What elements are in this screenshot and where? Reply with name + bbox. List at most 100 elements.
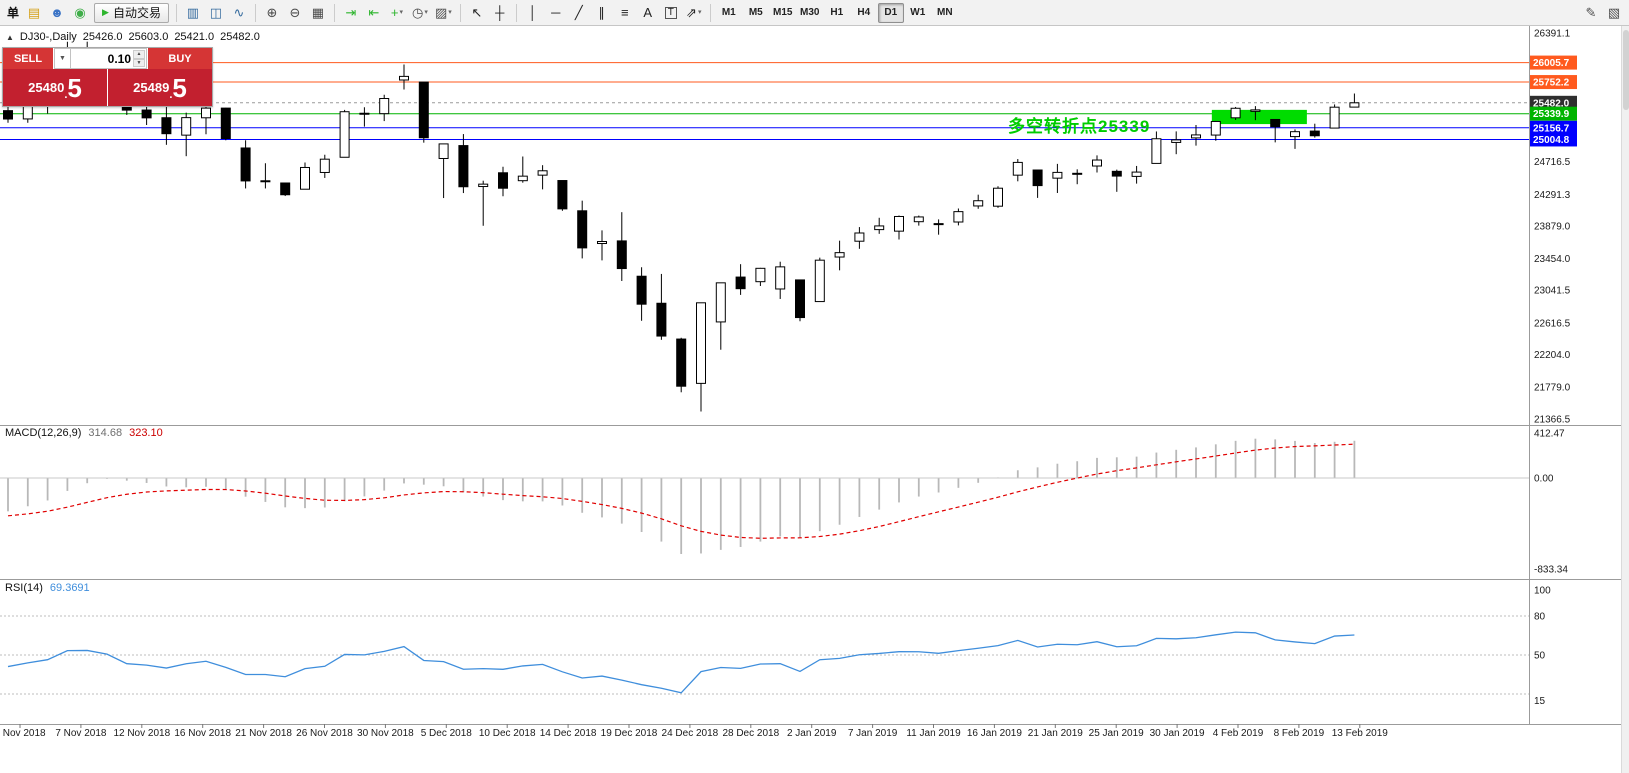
text-icon[interactable]: A bbox=[643, 5, 653, 20]
bar-chart-icon[interactable]: ▥ bbox=[186, 5, 200, 20]
svg-text:0.00: 0.00 bbox=[1534, 474, 1554, 485]
volume-decrease-button[interactable]: ▼ bbox=[133, 58, 145, 67]
chart-ohlc-title: ▲ DJ30-,Daily 25426.0 25603.0 25421.0 25… bbox=[6, 31, 260, 43]
high-value: 25603.0 bbox=[128, 31, 169, 43]
timeframe-m15[interactable]: M15 bbox=[773, 7, 793, 18]
svg-text:24716.5: 24716.5 bbox=[1534, 157, 1571, 168]
svg-text:26005.7: 26005.7 bbox=[1533, 58, 1570, 69]
scrollbar-thumb[interactable] bbox=[1623, 30, 1629, 110]
svg-text:8 Feb 2019: 8 Feb 2019 bbox=[1274, 728, 1325, 739]
toolbar-separator bbox=[515, 3, 517, 22]
timeframe-mn[interactable]: MN bbox=[936, 7, 953, 18]
sell-button[interactable]: SELL bbox=[3, 48, 54, 69]
fibonacci-icon[interactable]: ≡ bbox=[620, 5, 629, 20]
vertical-scrollbar[interactable] bbox=[1621, 26, 1629, 773]
svg-text:21 Jan 2019: 21 Jan 2019 bbox=[1028, 728, 1083, 739]
auto-trading-button[interactable]: ▶ 自动交易 bbox=[94, 2, 169, 23]
text-label-icon[interactable]: T bbox=[660, 3, 682, 23]
rsi-indicator-label: RSI(14) 69.3691 bbox=[5, 582, 90, 594]
pencil-icon[interactable]: ✎ bbox=[1585, 5, 1597, 20]
svg-text:80: 80 bbox=[1534, 612, 1546, 623]
toolbar-separator bbox=[254, 3, 256, 22]
cursor-icon[interactable]: ↖ bbox=[471, 5, 483, 20]
svg-text:21366.5: 21366.5 bbox=[1534, 414, 1571, 425]
low-value: 25421.0 bbox=[174, 31, 215, 43]
timeframe-m1[interactable]: M1 bbox=[721, 7, 736, 18]
menu-label: 单 bbox=[7, 6, 20, 20]
zoom-in-icon[interactable]: ⊕ bbox=[266, 5, 278, 20]
svg-text:22204.0: 22204.0 bbox=[1534, 350, 1571, 361]
tile-windows-icon[interactable]: ▦ bbox=[311, 5, 325, 20]
highlight-rect[interactable] bbox=[1211, 109, 1307, 125]
buy-price[interactable]: 25489 . 5 bbox=[107, 69, 212, 106]
vertical-line-icon[interactable]: │ bbox=[528, 5, 537, 20]
candlestick-chart-icon[interactable]: ◫ bbox=[209, 5, 223, 20]
play-icon: ▶ bbox=[102, 7, 109, 17]
svg-text:100: 100 bbox=[1534, 586, 1551, 597]
volume-dropdown[interactable]: ▼ bbox=[54, 48, 71, 69]
profile-icon[interactable]: ☻ bbox=[50, 5, 64, 20]
svg-text:23041.5: 23041.5 bbox=[1534, 286, 1571, 297]
chart-text-annotation: 多空转折点25339 bbox=[1008, 117, 1151, 136]
svg-text:30 Nov 2018: 30 Nov 2018 bbox=[357, 728, 414, 739]
svg-text:10 Dec 2018: 10 Dec 2018 bbox=[479, 728, 536, 739]
timeframe-w1[interactable]: W1 bbox=[910, 7, 926, 18]
step-forward-icon[interactable]: ⇤ bbox=[368, 5, 380, 20]
svg-text:19 Dec 2018: 19 Dec 2018 bbox=[601, 728, 658, 739]
horizontal-line-icon[interactable]: ─ bbox=[551, 5, 561, 20]
crosshair-icon[interactable]: ┼ bbox=[495, 5, 505, 20]
period-icon[interactable]: ◷ ▾ bbox=[412, 5, 428, 20]
svg-text:23879.0: 23879.0 bbox=[1534, 221, 1571, 232]
svg-text:25482.0: 25482.0 bbox=[1533, 98, 1570, 109]
volume-input[interactable] bbox=[71, 49, 146, 68]
trendline-icon[interactable]: ╱ bbox=[574, 5, 583, 20]
equidistant-channel-icon[interactable]: ∥ bbox=[598, 5, 606, 20]
volume-increase-button[interactable]: ▲ bbox=[133, 50, 145, 59]
svg-text:13 Feb 2019: 13 Feb 2019 bbox=[1332, 728, 1389, 739]
template-icon[interactable]: ▨ ▾ bbox=[434, 5, 452, 20]
svg-text:-833.34: -833.34 bbox=[1534, 564, 1568, 575]
svg-text:5 Dec 2018: 5 Dec 2018 bbox=[421, 728, 473, 739]
line-chart-icon[interactable]: ∿ bbox=[233, 5, 245, 20]
arrange-windows-icon[interactable]: ⇥ bbox=[345, 5, 357, 20]
svg-text:7 Jan 2019: 7 Jan 2019 bbox=[848, 728, 898, 739]
timeframe-h1[interactable]: H1 bbox=[830, 7, 844, 18]
chevron-down-icon: ▾ bbox=[697, 9, 702, 16]
panel-separators[interactable] bbox=[0, 26, 1629, 725]
sell-price[interactable]: 25480 . 5 bbox=[28, 72, 82, 103]
price-scale[interactable]: 26391.1 24716.5 24291.3 23879.0 23454.0 23041… bbox=[1534, 28, 1571, 707]
svg-text:21779.0: 21779.0 bbox=[1534, 383, 1571, 394]
svg-text:25752.2: 25752.2 bbox=[1533, 78, 1570, 89]
svg-text:21 Nov 2018: 21 Nov 2018 bbox=[235, 728, 292, 739]
new-order-icon[interactable]: ▤ bbox=[27, 5, 41, 20]
timeframe-h4[interactable]: H4 bbox=[857, 7, 871, 18]
svg-text:16 Nov 2018: 16 Nov 2018 bbox=[174, 728, 231, 739]
palette-icon[interactable]: ▧ bbox=[1607, 5, 1621, 20]
arrows-icon[interactable]: ⇗ ▾ bbox=[686, 5, 702, 20]
symbol-period-label: DJ30-,Daily bbox=[19, 31, 77, 43]
market-watch-icon[interactable]: ◉ bbox=[74, 5, 86, 20]
chevron-down-icon: ▾ bbox=[399, 9, 403, 16]
chart-canvas[interactable]: 26391.1 24716.5 24291.3 23879.0 23454.0 23041… bbox=[0, 26, 1629, 773]
macd-signal-value: 323.10 bbox=[129, 427, 163, 439]
time-axis[interactable]: 2 Nov 2018 7 Nov 2018 12 Nov 2018 16 Nov 20… bbox=[0, 724, 1388, 739]
toolbar-separator bbox=[175, 3, 177, 22]
svg-text:22616.5: 22616.5 bbox=[1534, 318, 1571, 329]
timeframe-m5[interactable]: M5 bbox=[748, 7, 763, 18]
svg-text:12 Nov 2018: 12 Nov 2018 bbox=[113, 728, 170, 739]
svg-text:26391.1: 26391.1 bbox=[1534, 28, 1571, 39]
price-levels[interactable] bbox=[0, 62, 1529, 140]
svg-text:25339.9: 25339.9 bbox=[1533, 109, 1570, 120]
macd-main-value: 314.68 bbox=[88, 427, 123, 439]
indicators-icon[interactable]: + ▾ bbox=[390, 5, 403, 20]
timeframe-m30[interactable]: M30 bbox=[800, 7, 820, 18]
chevron-down-icon: ▼ bbox=[59, 55, 66, 62]
zoom-out-icon[interactable]: ⊖ bbox=[289, 5, 301, 20]
chevron-down-icon: ▾ bbox=[424, 9, 428, 16]
one-click-toggle-icon[interactable]: ▲ bbox=[6, 32, 14, 42]
buy-button[interactable]: BUY bbox=[147, 48, 212, 69]
svg-text:16 Jan 2019: 16 Jan 2019 bbox=[967, 728, 1022, 739]
timeframe-d1[interactable]: D1 bbox=[877, 2, 904, 23]
svg-text:24 Dec 2018: 24 Dec 2018 bbox=[662, 728, 719, 739]
